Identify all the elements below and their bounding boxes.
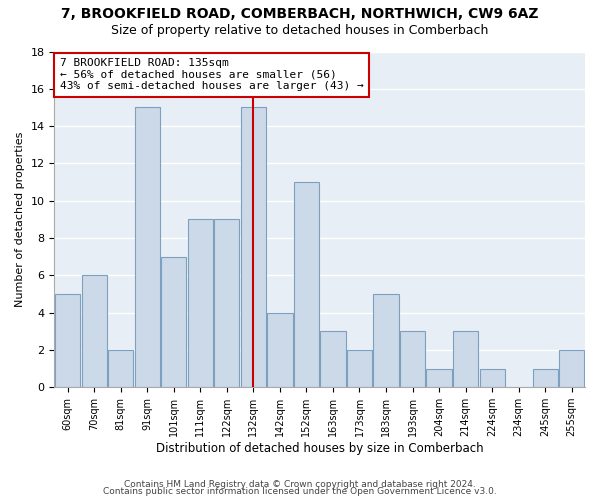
Text: Contains HM Land Registry data © Crown copyright and database right 2024.: Contains HM Land Registry data © Crown c… <box>124 480 476 489</box>
Text: Size of property relative to detached houses in Comberbach: Size of property relative to detached ho… <box>112 24 488 37</box>
Bar <box>188 220 213 387</box>
Bar <box>479 368 505 387</box>
Bar <box>241 108 266 387</box>
Bar <box>161 256 187 387</box>
Text: Contains public sector information licensed under the Open Government Licence v3: Contains public sector information licen… <box>103 487 497 496</box>
Text: 7 BROOKFIELD ROAD: 135sqm
← 56% of detached houses are smaller (56)
43% of semi-: 7 BROOKFIELD ROAD: 135sqm ← 56% of detac… <box>60 58 364 92</box>
Y-axis label: Number of detached properties: Number of detached properties <box>15 132 25 307</box>
Bar <box>453 332 478 387</box>
Bar <box>427 368 452 387</box>
Bar <box>347 350 372 387</box>
Bar <box>134 108 160 387</box>
Bar <box>82 276 107 387</box>
Bar <box>559 350 584 387</box>
Bar <box>268 312 293 387</box>
Bar <box>294 182 319 387</box>
Text: 7, BROOKFIELD ROAD, COMBERBACH, NORTHWICH, CW9 6AZ: 7, BROOKFIELD ROAD, COMBERBACH, NORTHWIC… <box>61 8 539 22</box>
Bar <box>320 332 346 387</box>
Bar <box>214 220 239 387</box>
Bar <box>55 294 80 387</box>
Bar <box>400 332 425 387</box>
Bar <box>533 368 558 387</box>
Bar <box>373 294 398 387</box>
X-axis label: Distribution of detached houses by size in Comberbach: Distribution of detached houses by size … <box>156 442 484 455</box>
Bar <box>108 350 133 387</box>
